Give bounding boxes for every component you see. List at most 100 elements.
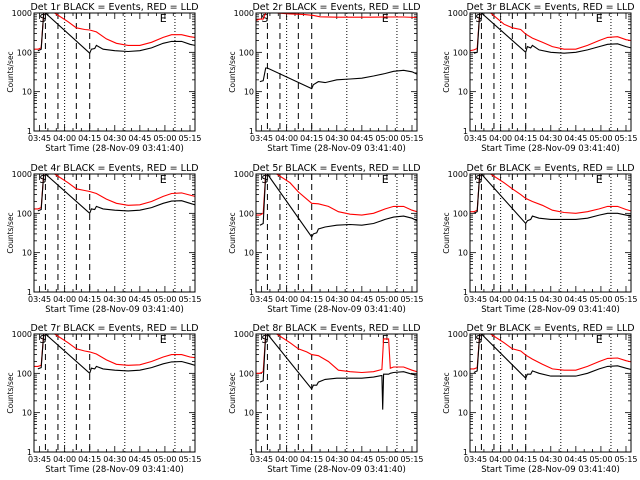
end-marker-label: E	[596, 333, 603, 346]
plot-frame	[469, 333, 632, 453]
panel-6: Det 6r BLACK = Events, RED = LLD 1 10 100 10…	[442, 163, 638, 315]
y-tick-label: 1000	[234, 330, 254, 339]
y-tick-label: 1000	[448, 330, 468, 339]
x-tick-label: 04:00	[489, 295, 512, 304]
y-tick-label: 1	[249, 127, 254, 136]
panel-title: Det 6r BLACK = Events, RED = LLD	[466, 163, 634, 174]
x-tick-label: 05:00	[589, 295, 612, 304]
x-tick-label: 03:45	[464, 455, 487, 464]
panel-title: Det 5r BLACK = Events, RED = LLD	[252, 163, 420, 174]
x-tick-label: 05:15	[614, 134, 637, 143]
x-tick-label: 04:30	[325, 295, 348, 304]
x-tick-label: 04:15	[78, 455, 101, 464]
y-tick-label: 100	[239, 369, 254, 378]
lld-series-line	[256, 13, 417, 21]
lld-series-line	[34, 334, 195, 367]
y-axis-label: Counts/sec	[6, 372, 15, 413]
x-tick-label: 05:15	[614, 455, 637, 464]
plot-frame	[255, 333, 418, 453]
x-tick-label: 04:30	[539, 134, 562, 143]
x-tick-label: 04:45	[564, 295, 587, 304]
x-tick-label: 04:00	[489, 134, 512, 143]
x-tick-label: 04:45	[564, 455, 587, 464]
events-series-line	[37, 334, 195, 375]
x-tick-label: 03:45	[250, 134, 273, 143]
x-tick-label: 04:45	[350, 295, 373, 304]
y-tick-label: 1	[463, 288, 468, 297]
y-tick-label: 10	[22, 409, 32, 418]
x-axis-label: Start Time (28-Nov-09 03:41:40)	[481, 465, 620, 475]
events-series-line	[259, 174, 417, 239]
y-axis-label: Counts/sec	[228, 51, 237, 92]
x-tick-label: 04:30	[103, 134, 126, 143]
end-marker-label: E	[160, 12, 167, 25]
y-axis-label: Counts/sec	[6, 51, 15, 92]
x-tick-label: 05:00	[153, 134, 176, 143]
x-tick-label: 05:15	[400, 134, 423, 143]
y-tick-label: 100	[239, 209, 254, 218]
y-tick-label: 10	[458, 88, 468, 97]
x-axis-label: Start Time (28-Nov-09 03:41:40)	[267, 465, 406, 475]
panel-7: Det 7r BLACK = Events, RED = LLD 1 10 100 10…	[6, 323, 202, 475]
start-marker-label: S	[261, 12, 268, 25]
y-tick-label: 1	[249, 448, 254, 457]
x-tick-label: 05:00	[153, 455, 176, 464]
y-axis-label: Counts/sec	[442, 372, 451, 413]
x-tick-label: 05:00	[589, 455, 612, 464]
x-tick-label: 04:15	[300, 134, 323, 143]
y-tick-label: 1	[463, 127, 468, 136]
end-marker-label: E	[596, 12, 603, 25]
x-tick-label: 04:00	[489, 455, 512, 464]
x-tick-label: 05:00	[375, 455, 398, 464]
plot-frame	[469, 12, 632, 132]
x-tick-label: 04:45	[128, 134, 151, 143]
end-marker-label: E	[160, 173, 167, 186]
x-axis-label: Start Time (28-Nov-09 03:41:40)	[45, 465, 184, 475]
y-tick-label: 1	[27, 448, 32, 457]
lld-series-line	[470, 174, 631, 214]
y-axis-label: Counts/sec	[442, 51, 451, 92]
x-tick-label: 04:30	[325, 134, 348, 143]
x-tick-label: 05:15	[614, 295, 637, 304]
lld-series-line	[256, 334, 417, 374]
x-tick-label: 05:15	[178, 295, 201, 304]
y-tick-label: 1	[27, 127, 32, 136]
end-marker-label: E	[160, 333, 167, 346]
lld-series-line	[470, 334, 631, 371]
x-tick-label: 04:15	[514, 455, 537, 464]
y-tick-label: 100	[17, 48, 32, 57]
x-tick-label: 03:45	[28, 134, 51, 143]
plot-frame	[33, 12, 196, 132]
x-tick-label: 04:00	[53, 295, 76, 304]
x-tick-label: 05:15	[400, 295, 423, 304]
y-axis-label: Counts/sec	[228, 372, 237, 413]
events-series-line	[37, 174, 195, 215]
y-tick-label: 10	[244, 249, 254, 258]
x-tick-label: 03:45	[250, 455, 273, 464]
x-axis-label: Start Time (28-Nov-09 03:41:40)	[481, 144, 620, 154]
events-series-line	[473, 13, 631, 54]
panel-8: Det 8r BLACK = Events, RED = LLD 1 10 100 10…	[228, 323, 424, 475]
panel-3: Det 3r BLACK = Events, RED = LLD 1 10 100 10…	[442, 2, 638, 154]
y-tick-label: 10	[22, 88, 32, 97]
y-tick-label: 1000	[12, 330, 32, 339]
x-tick-label: 04:15	[514, 134, 537, 143]
y-axis-label: Counts/sec	[228, 212, 237, 253]
panel-1: Det 1r BLACK = Events, RED = LLD 1 10 100 10…	[6, 2, 202, 154]
x-tick-label: 04:15	[78, 134, 101, 143]
y-tick-label: 10	[458, 409, 468, 418]
y-tick-label: 1	[463, 448, 468, 457]
lld-series-line	[470, 13, 631, 52]
y-tick-label: 1000	[12, 170, 32, 179]
lld-series-line	[256, 174, 417, 216]
y-tick-label: 10	[244, 409, 254, 418]
panel-2: Det 2r BLACK = Events, RED = LLD 1 10 100 10…	[228, 2, 424, 154]
lld-series-line	[34, 13, 195, 50]
plot-frame	[469, 173, 632, 293]
x-tick-label: 05:15	[178, 134, 201, 143]
end-marker-label: E	[382, 333, 389, 346]
x-tick-label: 04:30	[539, 295, 562, 304]
x-tick-label: 04:45	[128, 455, 151, 464]
